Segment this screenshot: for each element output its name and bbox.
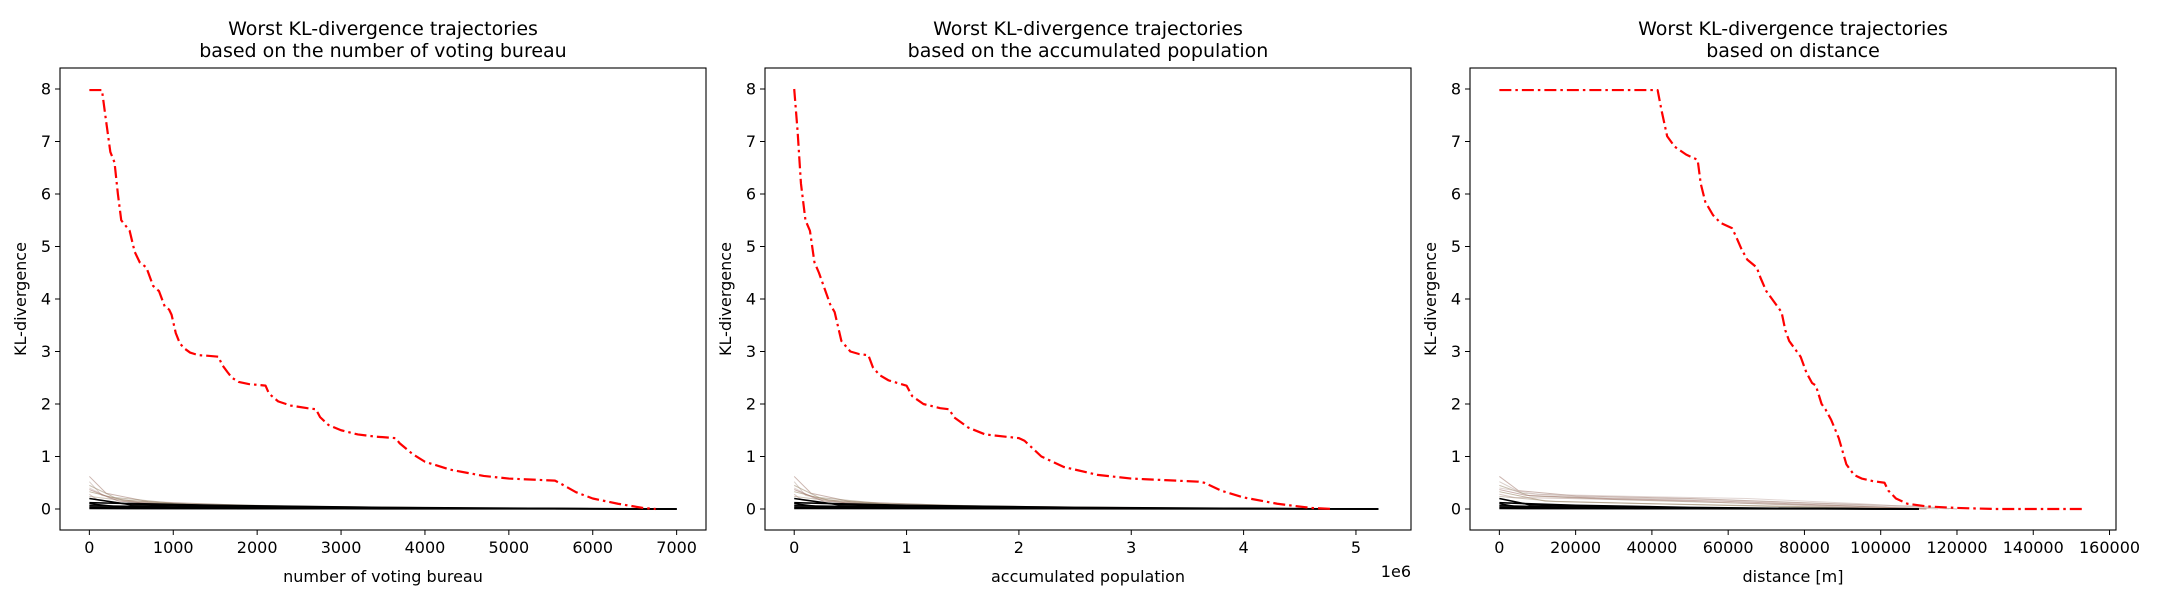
y-tick-label: 3 bbox=[1451, 342, 1461, 361]
x-tick-label: 0 bbox=[789, 538, 799, 557]
series-group bbox=[793, 88, 1379, 511]
y-axis-label: KL-divergence bbox=[1421, 242, 1440, 356]
chart-title-line: Worst KL-divergence trajectories bbox=[1638, 18, 1948, 40]
y-tick-label: 3 bbox=[746, 342, 756, 361]
y-tick-label: 0 bbox=[746, 500, 756, 519]
x-tick-label: 5000 bbox=[488, 538, 529, 557]
x-tick-label: 7000 bbox=[656, 538, 697, 557]
y-tick-label: 0 bbox=[41, 500, 51, 519]
x-tick-label: 100000 bbox=[1850, 538, 1911, 557]
series-line-worst bbox=[793, 88, 1334, 511]
x-tick-label: 120000 bbox=[1926, 538, 1987, 557]
chart-title-line: Worst KL-divergence trajectories bbox=[228, 18, 538, 40]
x-tick-label: 2000 bbox=[237, 538, 278, 557]
series-line-12 bbox=[1499, 493, 1900, 510]
y-tick-label: 6 bbox=[1451, 185, 1461, 204]
chart-title-line: Worst KL-divergence trajectories bbox=[933, 18, 1243, 40]
chart-title-line: based on the number of voting bureau bbox=[199, 40, 566, 62]
x-tick-label: 0 bbox=[1494, 538, 1504, 557]
x-tick-label: 20000 bbox=[1550, 538, 1601, 557]
y-tick-label: 8 bbox=[41, 80, 51, 99]
x-tick-label: 1000 bbox=[153, 538, 194, 557]
y-tick-label: 8 bbox=[746, 80, 756, 99]
x-axis-label: number of voting bureau bbox=[283, 567, 483, 586]
x-tick-label: 140000 bbox=[2003, 538, 2064, 557]
x-tick-label: 1 bbox=[901, 538, 911, 557]
chart-title: Worst KL-divergence trajectories based on… bbox=[199, 18, 566, 62]
y-tick-label: 1 bbox=[1451, 447, 1461, 466]
chart-panel-voting-bureau: 0 1000 2000 3000 4000 5000 6000 7000 0 1 2 3 4 5 6 7 8 nu… bbox=[11, 18, 707, 586]
y-tick-label: 5 bbox=[746, 237, 756, 256]
plot-area bbox=[1470, 68, 2116, 530]
y-tick-label: 7 bbox=[41, 132, 51, 151]
y-tick-label: 2 bbox=[41, 395, 51, 414]
y-tick-label: 7 bbox=[746, 132, 756, 151]
chart-panel-accumulated-population: 0 1 2 3 4 5 0 1 2 3 4 5 6 7 8 1e6 accumulated population… bbox=[716, 18, 1412, 586]
series-line-10 bbox=[1499, 487, 1950, 510]
y-tick-label: 3 bbox=[41, 342, 51, 361]
x-axis-label: distance [m] bbox=[1743, 567, 1844, 586]
y-tick-label: 6 bbox=[746, 185, 756, 204]
x-tick-label: 3000 bbox=[321, 538, 362, 557]
y-tick-label: 1 bbox=[746, 447, 756, 466]
series-line-13 bbox=[1499, 495, 1881, 510]
x-tick-label: 80000 bbox=[1779, 538, 1830, 557]
x-tick-label: 160000 bbox=[2079, 538, 2140, 557]
series-line-worst bbox=[89, 88, 656, 511]
x-tick-label: 5 bbox=[1351, 538, 1361, 557]
y-tick-label: 2 bbox=[746, 395, 756, 414]
x-tick-label: 60000 bbox=[1703, 538, 1754, 557]
x-tick-label: 40000 bbox=[1626, 538, 1677, 557]
y-axis-label: KL-divergence bbox=[11, 242, 30, 356]
y-tick-label: 4 bbox=[746, 290, 756, 309]
series-line-6 bbox=[1499, 502, 1919, 510]
y-tick-label: 6 bbox=[41, 185, 51, 204]
x-tick-label: 2 bbox=[1014, 538, 1024, 557]
x-tick-label: 3 bbox=[1126, 538, 1136, 557]
chart-title-line: based on distance bbox=[1706, 40, 1880, 62]
x-tick-label: 6000 bbox=[572, 538, 613, 557]
chart-title-line: based on the accumulated population bbox=[908, 40, 1269, 62]
x-offset-label: 1e6 bbox=[1381, 562, 1411, 581]
y-tick-label: 5 bbox=[41, 237, 51, 256]
series-group bbox=[88, 88, 677, 511]
chart-panel-distance: 0 20000 40000 60000 80000 100000 120000 140000 1… bbox=[1421, 18, 2140, 586]
y-tick-label: 2 bbox=[1451, 395, 1461, 414]
x-axis-label: accumulated population bbox=[991, 567, 1185, 586]
chart-title: Worst KL-divergence trajectories based on… bbox=[908, 18, 1269, 62]
y-axis-label: KL-divergence bbox=[716, 242, 735, 356]
chart-title: Worst KL-divergence trajectories based on… bbox=[1638, 18, 1948, 62]
series-line-6 bbox=[794, 502, 1379, 510]
series-group bbox=[1499, 88, 2085, 511]
x-tick-label: 4000 bbox=[405, 538, 446, 557]
plot-area bbox=[60, 68, 706, 530]
y-tick-label: 5 bbox=[1451, 237, 1461, 256]
x-tick-label: 0 bbox=[84, 538, 94, 557]
y-tick-label: 1 bbox=[41, 447, 51, 466]
x-tick-label: 4 bbox=[1239, 538, 1249, 557]
series-line-6 bbox=[89, 502, 677, 510]
series-line-worst bbox=[1499, 88, 2085, 511]
plot-area bbox=[765, 68, 1411, 530]
y-tick-label: 4 bbox=[41, 290, 51, 309]
y-tick-label: 4 bbox=[1451, 290, 1461, 309]
y-tick-label: 7 bbox=[1451, 132, 1461, 151]
y-tick-label: 8 bbox=[1451, 80, 1461, 99]
series-line-14 bbox=[1499, 489, 1927, 510]
y-tick-label: 0 bbox=[1451, 500, 1461, 519]
